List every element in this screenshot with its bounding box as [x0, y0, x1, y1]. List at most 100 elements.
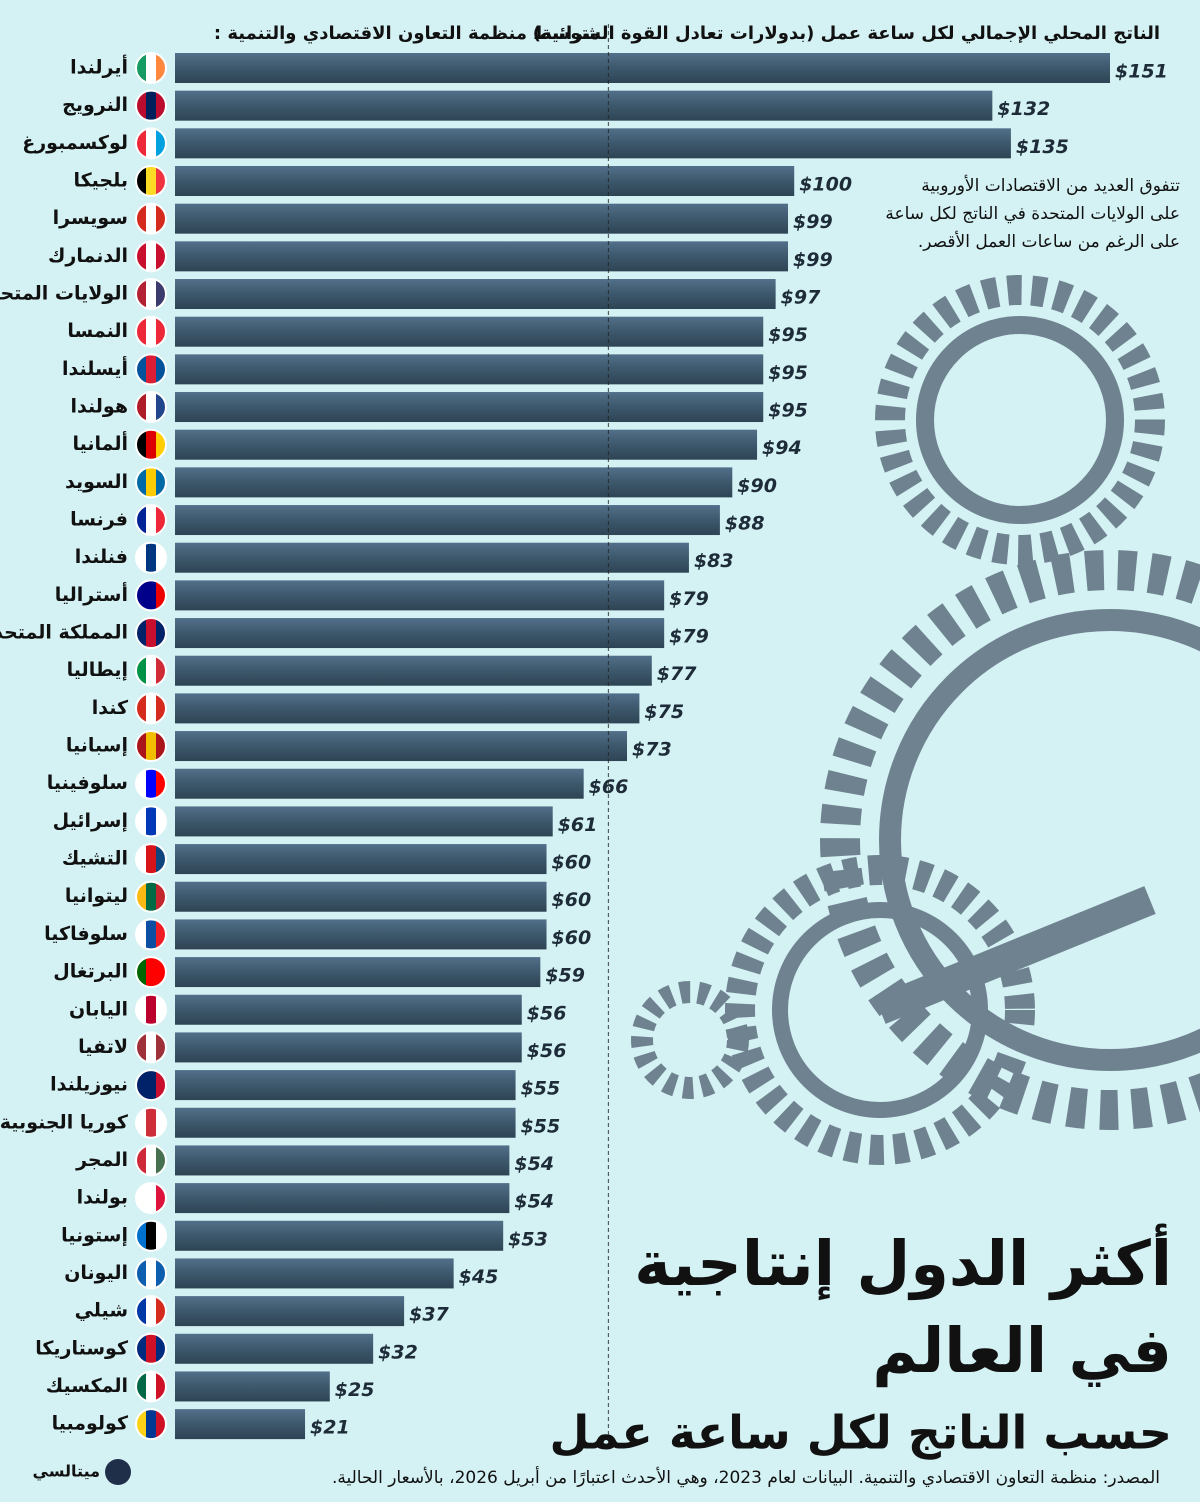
- flag: [135, 730, 167, 763]
- flag-border: [135, 278, 167, 311]
- flag-stripe: [156, 392, 166, 423]
- category-label: هولندا: [71, 396, 128, 418]
- subtitle: حسب الناتج لكل ساعة عمل: [550, 1406, 1172, 1460]
- category-label: إستونيا: [61, 1224, 128, 1246]
- bar: [175, 1258, 454, 1289]
- flag-border: [135, 579, 167, 612]
- flag-stripe: [156, 203, 166, 234]
- category-label: أيرلندا: [70, 55, 128, 79]
- flag-border: [135, 391, 167, 424]
- flag: [135, 767, 167, 800]
- flag: [135, 805, 167, 838]
- flag-stripe: [146, 279, 156, 310]
- flag-border: [135, 1295, 167, 1328]
- bar: [175, 806, 553, 837]
- flag-border: [135, 956, 167, 989]
- value-label: $56: [527, 1040, 567, 1062]
- flag-stripe: [156, 768, 166, 799]
- flag-border: [135, 1144, 167, 1177]
- flag-stripe: [156, 731, 166, 762]
- flag-stripe: [146, 90, 156, 121]
- category-label: بلجيكا: [73, 170, 128, 192]
- value-label: $99: [793, 211, 833, 233]
- flag: [135, 1295, 167, 1328]
- flag-border: [135, 127, 167, 160]
- flag-stripe: [156, 1220, 166, 1251]
- flag: [135, 843, 167, 876]
- flag-stripe: [136, 655, 146, 686]
- bar: [175, 919, 547, 950]
- flag-stripe: [136, 542, 146, 573]
- flag-stripe: [136, 505, 146, 536]
- bar: [175, 1183, 510, 1214]
- category-label: شيلي: [75, 1300, 128, 1322]
- flag-border: [135, 89, 167, 122]
- flag-border: [135, 880, 167, 913]
- bar: [175, 881, 547, 912]
- flag-stripe: [146, 1371, 156, 1402]
- bar: [175, 90, 993, 121]
- title: أكثر الدول إنتاجية: [634, 1223, 1172, 1300]
- value-label: $94: [762, 437, 802, 459]
- flag-stripe: [136, 1183, 146, 1214]
- category-label: البرتغال: [53, 961, 128, 983]
- flag-stripe: [146, 693, 156, 724]
- value-label: $99: [793, 249, 833, 271]
- flag-stripe: [136, 279, 146, 310]
- value-label: $151: [1115, 61, 1168, 83]
- flag-stripe: [156, 279, 166, 310]
- flag-stripe: [136, 768, 146, 799]
- title: في العالم: [872, 1314, 1172, 1387]
- flag-stripe: [146, 580, 156, 611]
- bar: [175, 1070, 516, 1101]
- flag-stripe: [146, 844, 156, 875]
- flag-stripe: [136, 618, 146, 649]
- flag: [135, 692, 167, 725]
- value-label: $95: [768, 324, 808, 346]
- flag-stripe: [146, 1070, 156, 1101]
- category-label: سلوفاكيا: [44, 923, 128, 945]
- flag-stripe: [146, 1145, 156, 1176]
- flag-border: [135, 1031, 167, 1064]
- value-label: $90: [737, 475, 777, 497]
- flag-stripe: [156, 1183, 166, 1214]
- value-label: $37: [409, 1304, 449, 1326]
- flag-border: [135, 918, 167, 951]
- flag-stripe: [136, 731, 146, 762]
- flag-stripe: [136, 693, 146, 724]
- flag-stripe: [136, 1145, 146, 1176]
- bar: [175, 354, 764, 385]
- bar: [175, 203, 789, 234]
- flag-stripe: [146, 1032, 156, 1063]
- flag-border: [135, 428, 167, 461]
- flag: [135, 466, 167, 499]
- flag: [135, 1370, 167, 1403]
- bar: [175, 994, 522, 1025]
- flag-stripe: [146, 1258, 156, 1289]
- flag: [135, 1031, 167, 1064]
- flag-border: [135, 1182, 167, 1215]
- flag-stripe: [156, 505, 166, 536]
- flag-stripe: [146, 881, 156, 912]
- flag-stripe: [136, 580, 146, 611]
- flag-stripe: [156, 1145, 166, 1176]
- flag: [135, 240, 167, 273]
- flag-stripe: [136, 994, 146, 1025]
- flag: [135, 918, 167, 951]
- value-label: $95: [768, 362, 808, 384]
- flag-stripe: [146, 316, 156, 347]
- flag: [135, 315, 167, 348]
- flag-border: [135, 202, 167, 235]
- value-label: $32: [378, 1341, 418, 1363]
- value-label: $60: [552, 889, 592, 911]
- bar: [175, 505, 720, 536]
- value-label: $75: [644, 701, 684, 723]
- bar: [175, 580, 665, 611]
- flag-stripe: [146, 128, 156, 159]
- flag-stripe: [156, 354, 166, 385]
- value-label: $60: [552, 852, 592, 874]
- flag-stripe: [136, 1371, 146, 1402]
- brand: ميتالسي: [33, 1462, 100, 1482]
- flag-stripe: [156, 1296, 166, 1327]
- category-label: كوريا الجنوبية: [0, 1111, 129, 1133]
